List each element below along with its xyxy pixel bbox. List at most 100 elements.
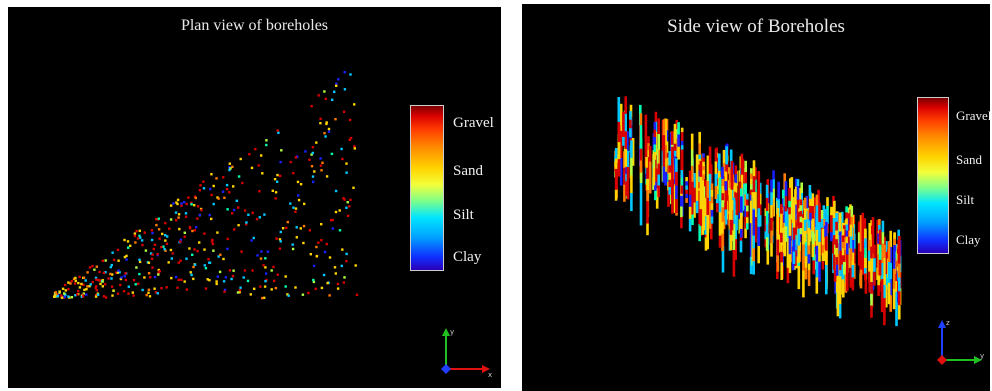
borehole-segment — [623, 151, 626, 169]
borehole-point — [209, 187, 212, 191]
borehole-point — [102, 295, 106, 298]
borehole-point — [258, 190, 261, 193]
borehole-point — [238, 291, 241, 294]
borehole-segment — [655, 168, 659, 189]
borehole-segment — [792, 251, 796, 264]
borehole-segment — [657, 134, 660, 151]
borehole-point — [341, 157, 344, 161]
borehole-point — [274, 191, 278, 194]
borehole-point — [327, 127, 331, 131]
borehole-segment — [758, 204, 762, 216]
borehole-point — [216, 275, 219, 278]
borehole-segment — [690, 181, 694, 199]
borehole-point — [261, 172, 264, 175]
borehole-point — [147, 288, 151, 291]
borehole-segment — [859, 269, 863, 289]
borehole-point — [127, 246, 130, 249]
borehole-segment — [624, 131, 627, 150]
borehole-segment — [799, 199, 803, 206]
borehole-segment — [853, 248, 856, 264]
borehole-point — [206, 278, 209, 281]
borehole-segment — [662, 119, 666, 136]
borehole-point — [319, 122, 322, 125]
borehole-point — [292, 206, 295, 209]
borehole-segment — [662, 166, 666, 183]
borehole-segment — [784, 211, 788, 227]
borehole-point — [279, 160, 282, 164]
borehole-point — [312, 180, 315, 184]
borehole-point — [53, 294, 57, 297]
side-axes-triad-icon: z y — [937, 319, 984, 365]
borehole-segment — [710, 203, 714, 211]
borehole-point — [259, 257, 263, 260]
borehole-point — [135, 266, 138, 269]
borehole-segment — [835, 264, 839, 276]
borehole-point — [349, 136, 353, 140]
borehole-point — [243, 209, 247, 212]
borehole-segment — [797, 228, 800, 246]
borehole-segment — [846, 242, 849, 255]
borehole-segment — [714, 161, 718, 175]
borehole-point — [348, 118, 352, 122]
borehole-segment — [675, 138, 678, 148]
borehole-point — [253, 287, 256, 290]
borehole-point — [61, 287, 65, 290]
borehole-segment — [799, 210, 803, 218]
borehole-point — [91, 280, 94, 284]
borehole-point — [276, 129, 279, 132]
borehole-point — [330, 152, 334, 156]
borehole-segment — [841, 235, 845, 243]
borehole-segment — [894, 281, 898, 292]
borehole-point — [189, 271, 192, 274]
borehole-segment — [704, 237, 708, 251]
borehole-point — [157, 217, 160, 220]
borehole-segment — [695, 201, 699, 214]
borehole-point — [123, 255, 127, 259]
borehole-segment — [851, 252, 855, 266]
borehole-point — [221, 190, 225, 193]
borehole-point — [212, 202, 215, 206]
borehole-point — [354, 264, 357, 267]
borehole-point — [208, 279, 211, 282]
borehole-segment — [797, 211, 800, 230]
borehole-point — [331, 218, 334, 222]
borehole-point — [254, 148, 257, 151]
borehole-point — [176, 198, 180, 202]
borehole-segment — [757, 208, 761, 228]
borehole-segment — [849, 248, 853, 261]
borehole-segment — [665, 141, 669, 154]
borehole-segment — [868, 271, 871, 283]
borehole-point — [260, 154, 263, 157]
borehole-point — [165, 286, 168, 289]
borehole-segment — [708, 201, 712, 229]
borehole-segment — [881, 232, 885, 245]
side-axis-y-label: y — [980, 352, 984, 360]
borehole-point — [185, 202, 188, 206]
borehole-point — [304, 150, 307, 153]
borehole-point — [237, 224, 240, 227]
borehole-point — [228, 162, 231, 165]
borehole-segment — [843, 261, 846, 275]
borehole-point — [266, 250, 270, 253]
borehole-segment — [765, 224, 769, 238]
borehole-point — [297, 194, 300, 197]
borehole-segment — [817, 189, 820, 198]
borehole-point — [328, 256, 332, 259]
borehole-segment — [878, 219, 881, 226]
borehole-point — [233, 228, 236, 231]
borehole-point — [149, 276, 152, 279]
borehole-point — [84, 279, 87, 282]
borehole-segment — [870, 246, 873, 259]
borehole-point — [320, 286, 324, 290]
borehole-point — [157, 228, 161, 231]
borehole-point — [215, 177, 218, 180]
borehole-segment — [822, 219, 826, 234]
borehole-segment — [680, 140, 684, 146]
borehole-point — [86, 285, 89, 288]
borehole-point — [230, 277, 233, 281]
borehole-segment — [757, 226, 761, 246]
borehole-segment — [808, 185, 812, 197]
borehole-point — [126, 240, 130, 243]
borehole-segment — [782, 198, 785, 208]
borehole-segment — [820, 210, 824, 220]
